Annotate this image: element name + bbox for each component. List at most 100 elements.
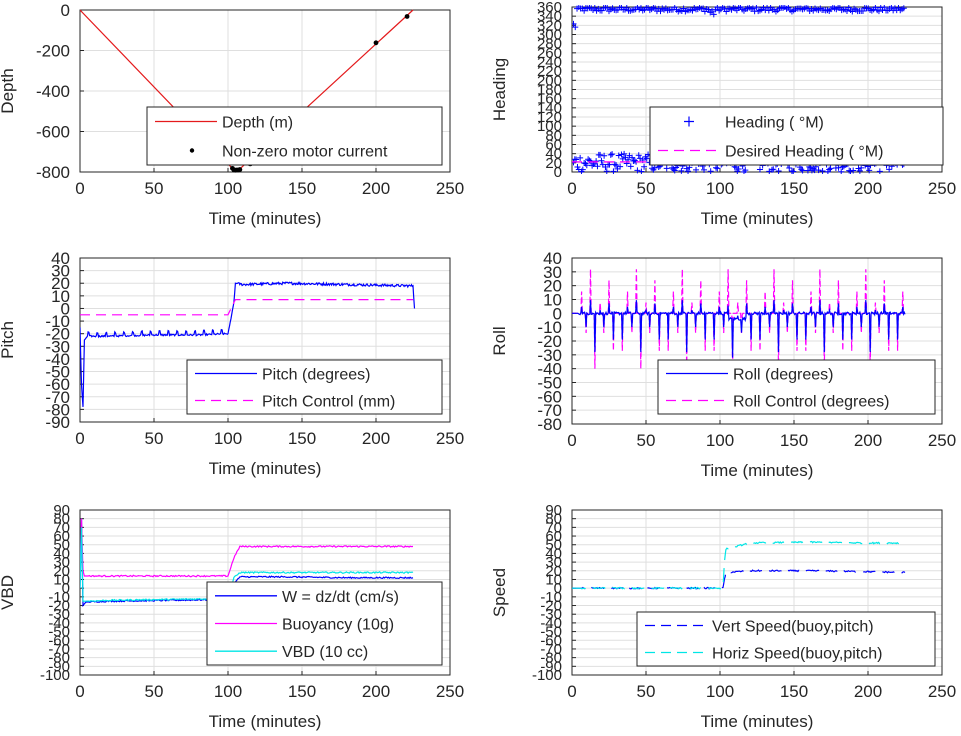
x-tick-label: 0 [75, 429, 84, 448]
y-tick-label: 40 [543, 249, 562, 268]
y-tick-label: -800 [36, 163, 70, 182]
y-tick-label: 320 [537, 17, 562, 34]
heading-point [858, 164, 865, 171]
y-tick-label: 50 [545, 537, 562, 554]
y-tick-label: -60 [540, 632, 562, 649]
y-tick-label: 20 [51, 274, 70, 293]
x-tick-label: 200 [362, 179, 390, 198]
heading-point [835, 164, 842, 171]
x-tick-label: 100 [214, 179, 242, 198]
y-tick-label: 60 [545, 137, 562, 154]
series-0-line [80, 518, 414, 608]
x-tick-label: 100 [706, 431, 734, 450]
axes-frame [571, 509, 943, 676]
x-tick-label: 250 [436, 682, 464, 701]
heading-point [843, 7, 850, 14]
x-tick-label: 150 [780, 179, 808, 198]
heading-point [790, 168, 797, 174]
heading-point [604, 5, 611, 11]
y-tick-label: -30 [537, 346, 562, 365]
y-tick-label: 30 [53, 554, 70, 571]
heading-point [630, 158, 637, 165]
heading-point [635, 152, 642, 159]
heading-point [671, 167, 678, 174]
heading-point [594, 163, 601, 170]
x-axis-label: Time (minutes) [701, 461, 814, 480]
y-tick-label: 50 [53, 537, 70, 554]
x-tick-label: 250 [436, 179, 464, 198]
x-tick-label: 0 [75, 682, 84, 701]
heading-point [742, 167, 749, 174]
heading-point [856, 167, 863, 174]
heading-point [799, 167, 806, 174]
heading-point [663, 165, 670, 172]
x-axis-label: Time (minutes) [701, 209, 814, 228]
heading-point [615, 152, 622, 159]
heading-point [875, 8, 882, 15]
heading-point [678, 167, 685, 174]
x-tick-label: 0 [567, 682, 576, 701]
heading-point [753, 5, 760, 11]
y-tick-label: -20 [45, 325, 70, 344]
y-tick-label: -90 [48, 658, 70, 675]
legend-label: Non-zero motor current [222, 144, 388, 161]
y-tick-label: -70 [537, 401, 562, 420]
y-tick-label: -70 [540, 641, 562, 658]
heading-point [714, 165, 721, 172]
legend-label: Pitch (degrees) [262, 367, 371, 384]
heading-point [838, 168, 845, 174]
heading-point [683, 165, 690, 172]
y-tick-label: 30 [545, 554, 562, 571]
heading-point [775, 167, 782, 174]
legend-label: Pitch Control (mm) [262, 394, 395, 411]
heading-point [619, 155, 626, 162]
y-tick-label: 40 [545, 545, 562, 562]
y-tick-label: -50 [540, 624, 562, 641]
chart-roll: 0 50 100 150 200 250-80-70-60-50-40-30-20-100… [490, 249, 956, 480]
y-tick-label: -20 [48, 598, 70, 615]
y-axis-label: Pitch [0, 321, 17, 359]
y-tick-label: 240 [537, 54, 562, 71]
heading-point [627, 163, 634, 170]
y-tick-label: -60 [537, 387, 562, 406]
x-tick-label: 150 [288, 429, 316, 448]
x-tick-label: 50 [637, 431, 656, 450]
y-tick-label: -50 [537, 374, 562, 393]
roll-control-line [572, 269, 905, 369]
y-tick-label: -200 [36, 42, 70, 61]
y-tick-label: -400 [36, 82, 70, 101]
heading-point [572, 20, 577, 27]
y-tick-label: -30 [45, 337, 70, 356]
y-tick-label: 0 [61, 1, 70, 20]
legend-label: VBD (10 cc) [282, 644, 368, 661]
x-tick-label: 150 [780, 682, 808, 701]
heading-point [693, 166, 700, 173]
heading-point [586, 157, 593, 164]
y-tick-label: 360 [537, 0, 562, 16]
y-tick-label: -90 [45, 413, 70, 432]
pitch-control-line [80, 299, 413, 316]
x-tick-label: 100 [706, 682, 734, 701]
y-tick-label: 10 [53, 571, 70, 588]
chart-pitch: 0 50 100 150 200 250-90-80-70-60-50-40-30-20-… [0, 249, 464, 478]
heading-point [768, 166, 775, 173]
heading-point [577, 154, 584, 161]
heading-point [638, 168, 645, 174]
y-tick-label: -10 [537, 318, 562, 337]
x-tick-label: 200 [854, 179, 882, 198]
heading-point [603, 168, 610, 174]
heading-point [597, 151, 604, 158]
heading-point [713, 164, 720, 171]
heading-point [756, 166, 763, 173]
y-tick-label: 10 [51, 287, 70, 306]
x-tick-label: 50 [637, 682, 656, 701]
heading-point [610, 168, 617, 174]
heading-point [826, 166, 833, 173]
x-tick-label: 200 [362, 682, 390, 701]
series-2-line [80, 527, 414, 603]
heading-point [886, 166, 893, 173]
pitch-line [80, 281, 416, 407]
x-tick-label: 100 [706, 179, 734, 198]
heading-point [714, 5, 721, 11]
legend-label: Roll Control (degrees) [733, 394, 890, 411]
